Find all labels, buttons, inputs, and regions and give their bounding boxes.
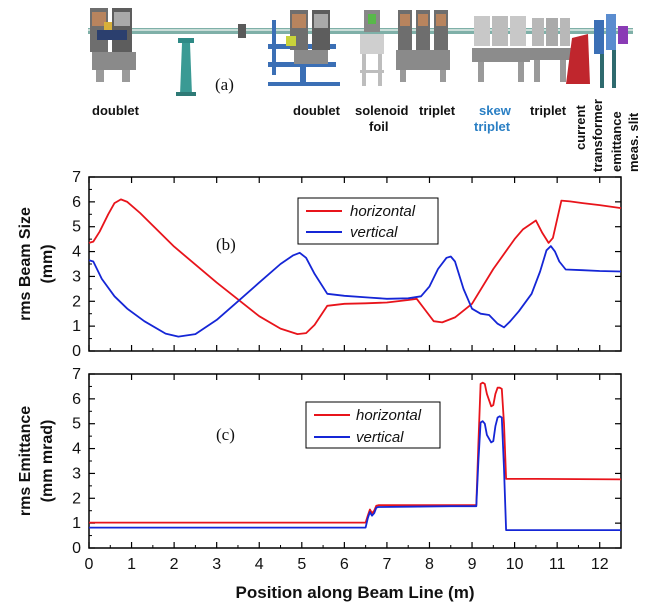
x-tick-label: 1 <box>127 556 136 573</box>
label-triplet-2: triplet <box>530 103 567 118</box>
solenoid-foil-station <box>360 10 384 86</box>
y-tick-label: 7 <box>72 366 81 383</box>
y-axis-label-line1: rms Emittance <box>17 406 34 516</box>
label-solenoid: solenoid <box>355 103 409 118</box>
y-tick-label: 3 <box>72 268 81 285</box>
x-tick-label: 6 <box>340 556 349 573</box>
y-tick-label: 0 <box>72 343 81 360</box>
x-tick-label: 0 <box>85 556 94 573</box>
y-tick-label: 2 <box>72 490 81 507</box>
y-axis-label-line2: (mm) <box>39 244 56 283</box>
y-axis-label-line1: rms Beam Size <box>17 207 34 321</box>
x-tick-label: 7 <box>382 556 391 573</box>
label-foil: foil <box>369 119 389 134</box>
x-tick-label: 11 <box>549 556 566 573</box>
y-axis-label-line2: (mm mrad) <box>39 420 56 503</box>
legend-label-horizontal: horizontal <box>350 203 416 220</box>
y-tick-label: 2 <box>72 293 81 310</box>
y-ticks: 0 1 2 3 4 5 6 7 <box>72 169 621 360</box>
y-tick-label: 1 <box>72 318 81 335</box>
label-emittance: emittance <box>609 111 624 172</box>
y-tick-label: 7 <box>72 169 81 186</box>
x-tick-label: 2 <box>170 556 179 573</box>
label-skew-triplet: triplet <box>474 119 511 134</box>
beam-valve <box>238 24 246 38</box>
beam-pipe-highlight <box>88 29 633 31</box>
x-tick-label: 4 <box>255 556 264 573</box>
legend: horizontal vertical <box>305 401 441 449</box>
y-tick-label: 3 <box>72 465 81 482</box>
series-lines <box>88 198 622 338</box>
legend-label-horizontal: horizontal <box>356 407 422 424</box>
y-tick-label: 5 <box>72 219 81 236</box>
label-skew: skew <box>479 103 512 118</box>
label-triplet-1: triplet <box>419 103 456 118</box>
beamline-rendering: doublet (a) doublet solenoid foil triple… <box>88 8 641 172</box>
emittance-slit <box>594 14 628 88</box>
series-line-vertical <box>89 415 621 531</box>
series-line-vertical <box>88 245 622 338</box>
skew-triplet-magnet <box>472 16 530 82</box>
series-line-horizontal <box>88 198 622 336</box>
x-tick-label: 5 <box>297 556 306 573</box>
y-tick-label: 1 <box>72 515 81 532</box>
y-tick-label: 6 <box>72 194 81 211</box>
panel-b-beam-size: 0 1 2 3 4 5 6 7 (b) rms Beam Size (mm) horizont… <box>17 169 622 360</box>
x-ticks: 0 1 2 3 4 5 6 7 8 9 10 11 12 <box>85 374 609 573</box>
x-tick-label: 10 <box>506 556 524 573</box>
series-lines <box>89 381 622 531</box>
triplet-2-magnet <box>530 18 572 82</box>
panel-label-a: (a) <box>215 75 234 94</box>
legend-label-vertical: vertical <box>350 224 398 241</box>
series-line-horizontal <box>89 381 622 524</box>
y-tick-label: 4 <box>72 244 81 261</box>
x-tick-label: 8 <box>425 556 434 573</box>
x-axis-label: Position along Beam Line (m) <box>236 583 475 602</box>
y-ticks: 0 1 2 3 4 5 6 7 <box>72 366 621 557</box>
label-doublet-1: doublet <box>92 103 140 118</box>
panel-label-b: (b) <box>216 235 236 254</box>
y-tick-label: 0 <box>72 540 81 557</box>
label-meas-slit: meas. slit <box>626 112 641 172</box>
y-tick-label: 5 <box>72 416 81 433</box>
y-tick-label: 6 <box>72 391 81 408</box>
triplet-1-magnet <box>396 10 450 82</box>
legend-label-vertical: vertical <box>356 429 404 446</box>
pipe-stand <box>176 38 196 96</box>
x-tick-label: 9 <box>468 556 477 573</box>
current-transformer <box>566 34 590 84</box>
label-transformer: transformer <box>590 99 605 172</box>
doublet-1-magnet <box>90 8 136 82</box>
label-doublet-2: doublet <box>293 103 341 118</box>
label-current: current <box>573 105 588 150</box>
x-tick-label: 12 <box>591 556 609 573</box>
panel-label-c: (c) <box>216 425 235 444</box>
doublet-2-magnet <box>268 10 340 86</box>
y-tick-label: 4 <box>72 441 81 458</box>
x-tick-label: 3 <box>212 556 221 573</box>
legend: horizontal vertical <box>297 197 439 245</box>
